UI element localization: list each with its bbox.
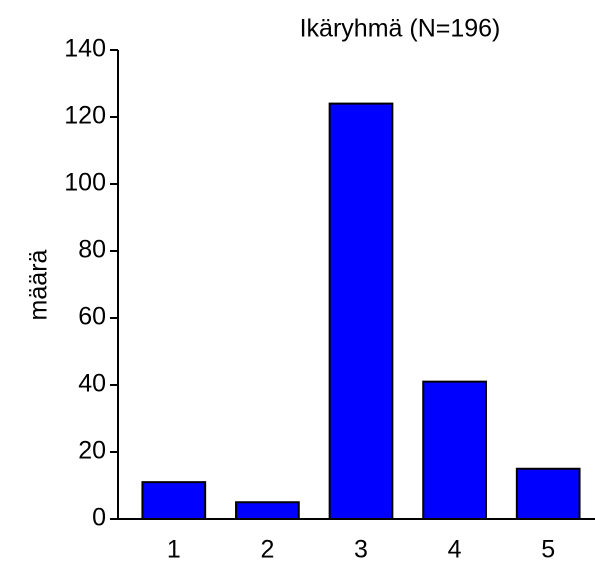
bar bbox=[515, 467, 581, 520]
y-tick-label: 0 bbox=[92, 504, 106, 532]
bar bbox=[328, 102, 394, 520]
chart-title: Ikäryhmä (N=196) bbox=[300, 15, 501, 43]
y-tick-label: 40 bbox=[78, 370, 106, 398]
x-tick-label: 3 bbox=[354, 536, 368, 564]
y-tick-label: 120 bbox=[64, 102, 106, 130]
y-tick-label: 100 bbox=[64, 169, 106, 197]
y-axis-label: määrä bbox=[25, 249, 53, 320]
y-tick-label: 20 bbox=[78, 437, 106, 465]
y-tick-label: 140 bbox=[64, 35, 106, 63]
y-tick-label: 60 bbox=[78, 303, 106, 331]
bar bbox=[235, 501, 300, 520]
bar bbox=[141, 481, 207, 520]
bar bbox=[422, 380, 487, 520]
x-tick-label: 1 bbox=[167, 536, 181, 564]
x-tick-label: 2 bbox=[260, 536, 274, 564]
y-tick-label: 80 bbox=[78, 236, 106, 264]
x-tick-label: 4 bbox=[448, 536, 462, 564]
x-tick-label: 5 bbox=[541, 536, 555, 564]
